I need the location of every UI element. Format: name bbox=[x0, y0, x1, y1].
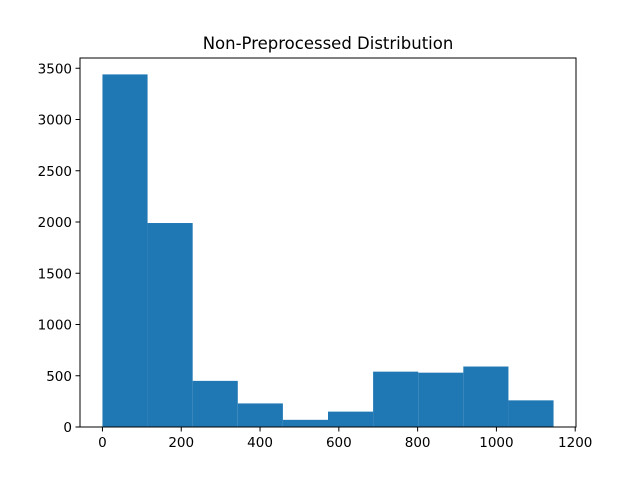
x-tick-label: 0 bbox=[98, 435, 107, 451]
y-tick-label: 2000 bbox=[38, 215, 72, 231]
y-tick-label: 3000 bbox=[38, 113, 72, 129]
x-axis-ticks: 0 200 400 600 800 1000 1200 bbox=[98, 427, 592, 451]
x-tick-label: 1200 bbox=[558, 435, 592, 451]
histogram-bar bbox=[463, 366, 509, 427]
y-tick-label: 1500 bbox=[38, 266, 72, 282]
histogram-bar bbox=[147, 223, 193, 427]
x-tick-label: 1000 bbox=[479, 435, 513, 451]
histogram-bar bbox=[418, 372, 464, 427]
y-tick-label: 3500 bbox=[38, 61, 72, 77]
chart-title: Non-Preprocessed Distribution bbox=[203, 34, 454, 53]
x-tick-label: 400 bbox=[247, 435, 273, 451]
y-tick-label: 1000 bbox=[38, 318, 72, 334]
histogram-bar bbox=[508, 400, 554, 427]
histogram-bar bbox=[373, 371, 419, 427]
histogram-bar bbox=[282, 419, 328, 427]
y-tick-label: 500 bbox=[46, 369, 72, 385]
histogram-bar bbox=[237, 403, 283, 427]
x-tick-label: 800 bbox=[405, 435, 431, 451]
plot-frame bbox=[79, 57, 577, 428]
x-tick-label: 600 bbox=[326, 435, 352, 451]
y-tick-label: 2500 bbox=[38, 164, 72, 180]
y-tick-label: 0 bbox=[63, 420, 72, 436]
y-axis-ticks: 0 500 1000 1500 2000 2500 3000 3500 bbox=[38, 61, 80, 436]
x-tick-label: 200 bbox=[168, 435, 194, 451]
histogram-bar bbox=[192, 380, 238, 427]
histogram-bar bbox=[102, 74, 148, 428]
bars-group bbox=[102, 74, 554, 428]
histogram-bar bbox=[328, 411, 374, 427]
